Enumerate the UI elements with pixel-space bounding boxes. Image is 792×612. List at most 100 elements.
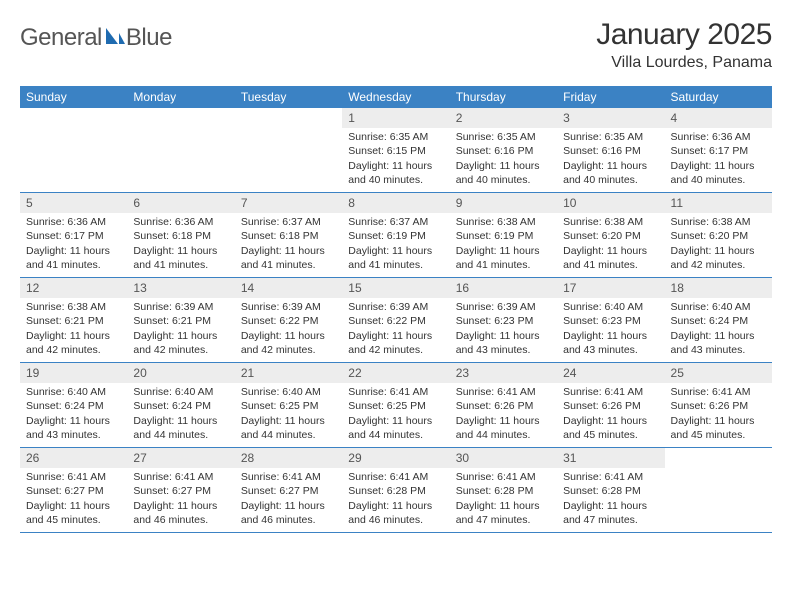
day-cell: 12Sunrise: 6:38 AMSunset: 6:21 PMDayligh…: [20, 278, 127, 362]
day-cell: 3Sunrise: 6:35 AMSunset: 6:16 PMDaylight…: [557, 108, 664, 192]
day-headers-row: SundayMondayTuesdayWednesdayThursdayFrid…: [20, 86, 772, 108]
logo-sail-icon: [104, 26, 126, 51]
sunset-line: Sunset: 6:23 PM: [563, 314, 658, 328]
day-cell: 16Sunrise: 6:39 AMSunset: 6:23 PMDayligh…: [450, 278, 557, 362]
title-block: January 2025 Villa Lourdes, Panama: [596, 18, 772, 72]
day-body: Sunrise: 6:41 AMSunset: 6:26 PMDaylight:…: [450, 383, 557, 446]
sunrise-line: Sunrise: 6:41 AM: [348, 470, 443, 484]
day-body: Sunrise: 6:41 AMSunset: 6:27 PMDaylight:…: [235, 468, 342, 531]
day-cell: 28Sunrise: 6:41 AMSunset: 6:27 PMDayligh…: [235, 448, 342, 532]
day-number: 19: [20, 363, 127, 383]
sunrise-line: Sunrise: 6:35 AM: [456, 130, 551, 144]
day-body: Sunrise: 6:36 AMSunset: 6:17 PMDaylight:…: [665, 128, 772, 191]
day-cell: 1Sunrise: 6:35 AMSunset: 6:15 PMDaylight…: [342, 108, 449, 192]
daylight-line: Daylight: 11 hours and 47 minutes.: [456, 499, 551, 527]
daylight-line: Daylight: 11 hours and 40 minutes.: [671, 159, 766, 187]
sunrise-line: Sunrise: 6:39 AM: [348, 300, 443, 314]
header: General Blue January 2025 Villa Lourdes,…: [20, 18, 772, 72]
logo-text-1: General: [20, 24, 102, 52]
sunset-line: Sunset: 6:24 PM: [26, 399, 121, 413]
sunrise-line: Sunrise: 6:35 AM: [348, 130, 443, 144]
day-cell: 13Sunrise: 6:39 AMSunset: 6:21 PMDayligh…: [127, 278, 234, 362]
day-body: Sunrise: 6:41 AMSunset: 6:28 PMDaylight:…: [342, 468, 449, 531]
day-number: 11: [665, 193, 772, 213]
sunset-line: Sunset: 6:20 PM: [671, 229, 766, 243]
sunset-line: Sunset: 6:24 PM: [671, 314, 766, 328]
sunrise-line: Sunrise: 6:38 AM: [26, 300, 121, 314]
daylight-line: Daylight: 11 hours and 43 minutes.: [671, 329, 766, 357]
day-number: 13: [127, 278, 234, 298]
day-body: Sunrise: 6:41 AMSunset: 6:26 PMDaylight:…: [665, 383, 772, 446]
sunrise-line: Sunrise: 6:41 AM: [456, 470, 551, 484]
daylight-line: Daylight: 11 hours and 40 minutes.: [563, 159, 658, 187]
daylight-line: Daylight: 11 hours and 45 minutes.: [26, 499, 121, 527]
day-header: Thursday: [450, 86, 557, 108]
daylight-line: Daylight: 11 hours and 42 minutes.: [241, 329, 336, 357]
day-body: Sunrise: 6:35 AMSunset: 6:16 PMDaylight:…: [557, 128, 664, 191]
week-row: 1Sunrise: 6:35 AMSunset: 6:15 PMDaylight…: [20, 108, 772, 193]
day-number: 15: [342, 278, 449, 298]
sunset-line: Sunset: 6:22 PM: [348, 314, 443, 328]
sunset-line: Sunset: 6:15 PM: [348, 144, 443, 158]
day-cell: 31Sunrise: 6:41 AMSunset: 6:28 PMDayligh…: [557, 448, 664, 532]
day-number-empty: [20, 108, 127, 128]
daylight-line: Daylight: 11 hours and 43 minutes.: [456, 329, 551, 357]
daylight-line: Daylight: 11 hours and 42 minutes.: [133, 329, 228, 357]
day-cell: 24Sunrise: 6:41 AMSunset: 6:26 PMDayligh…: [557, 363, 664, 447]
day-cell: 14Sunrise: 6:39 AMSunset: 6:22 PMDayligh…: [235, 278, 342, 362]
day-number: 16: [450, 278, 557, 298]
day-number-empty: [665, 448, 772, 468]
day-number: 9: [450, 193, 557, 213]
daylight-line: Daylight: 11 hours and 43 minutes.: [26, 414, 121, 442]
sunset-line: Sunset: 6:27 PM: [241, 484, 336, 498]
sunrise-line: Sunrise: 6:41 AM: [456, 385, 551, 399]
day-header: Wednesday: [342, 86, 449, 108]
day-body: Sunrise: 6:35 AMSunset: 6:16 PMDaylight:…: [450, 128, 557, 191]
daylight-line: Daylight: 11 hours and 44 minutes.: [456, 414, 551, 442]
daylight-line: Daylight: 11 hours and 46 minutes.: [133, 499, 228, 527]
day-body: Sunrise: 6:39 AMSunset: 6:23 PMDaylight:…: [450, 298, 557, 361]
day-cell: 22Sunrise: 6:41 AMSunset: 6:25 PMDayligh…: [342, 363, 449, 447]
sunrise-line: Sunrise: 6:38 AM: [671, 215, 766, 229]
day-body: Sunrise: 6:40 AMSunset: 6:24 PMDaylight:…: [665, 298, 772, 361]
day-header: Monday: [127, 86, 234, 108]
sunset-line: Sunset: 6:28 PM: [456, 484, 551, 498]
day-number: 26: [20, 448, 127, 468]
sunrise-line: Sunrise: 6:40 AM: [563, 300, 658, 314]
day-cell: 26Sunrise: 6:41 AMSunset: 6:27 PMDayligh…: [20, 448, 127, 532]
sunrise-line: Sunrise: 6:37 AM: [241, 215, 336, 229]
sunrise-line: Sunrise: 6:41 AM: [241, 470, 336, 484]
sunset-line: Sunset: 6:18 PM: [133, 229, 228, 243]
sunset-line: Sunset: 6:17 PM: [26, 229, 121, 243]
day-body: Sunrise: 6:36 AMSunset: 6:17 PMDaylight:…: [20, 213, 127, 276]
day-number: 23: [450, 363, 557, 383]
day-number: 8: [342, 193, 449, 213]
day-body: Sunrise: 6:40 AMSunset: 6:23 PMDaylight:…: [557, 298, 664, 361]
daylight-line: Daylight: 11 hours and 45 minutes.: [563, 414, 658, 442]
sunset-line: Sunset: 6:19 PM: [456, 229, 551, 243]
location: Villa Lourdes, Panama: [596, 54, 772, 72]
sunrise-line: Sunrise: 6:40 AM: [241, 385, 336, 399]
daylight-line: Daylight: 11 hours and 41 minutes.: [563, 244, 658, 272]
daylight-line: Daylight: 11 hours and 44 minutes.: [133, 414, 228, 442]
day-cell: 29Sunrise: 6:41 AMSunset: 6:28 PMDayligh…: [342, 448, 449, 532]
day-body: Sunrise: 6:40 AMSunset: 6:25 PMDaylight:…: [235, 383, 342, 446]
week-row: 26Sunrise: 6:41 AMSunset: 6:27 PMDayligh…: [20, 448, 772, 533]
month-title: January 2025: [596, 18, 772, 52]
day-number: 6: [127, 193, 234, 213]
day-cell: 4Sunrise: 6:36 AMSunset: 6:17 PMDaylight…: [665, 108, 772, 192]
day-number: 18: [665, 278, 772, 298]
day-body: Sunrise: 6:39 AMSunset: 6:22 PMDaylight:…: [342, 298, 449, 361]
day-cell: 9Sunrise: 6:38 AMSunset: 6:19 PMDaylight…: [450, 193, 557, 277]
sunrise-line: Sunrise: 6:38 AM: [456, 215, 551, 229]
day-number: 31: [557, 448, 664, 468]
day-number: 12: [20, 278, 127, 298]
day-cell: 20Sunrise: 6:40 AMSunset: 6:24 PMDayligh…: [127, 363, 234, 447]
daylight-line: Daylight: 11 hours and 41 minutes.: [26, 244, 121, 272]
sunrise-line: Sunrise: 6:35 AM: [563, 130, 658, 144]
sunrise-line: Sunrise: 6:41 AM: [26, 470, 121, 484]
day-cell: [20, 108, 127, 192]
day-cell: 11Sunrise: 6:38 AMSunset: 6:20 PMDayligh…: [665, 193, 772, 277]
daylight-line: Daylight: 11 hours and 41 minutes.: [133, 244, 228, 272]
daylight-line: Daylight: 11 hours and 41 minutes.: [241, 244, 336, 272]
